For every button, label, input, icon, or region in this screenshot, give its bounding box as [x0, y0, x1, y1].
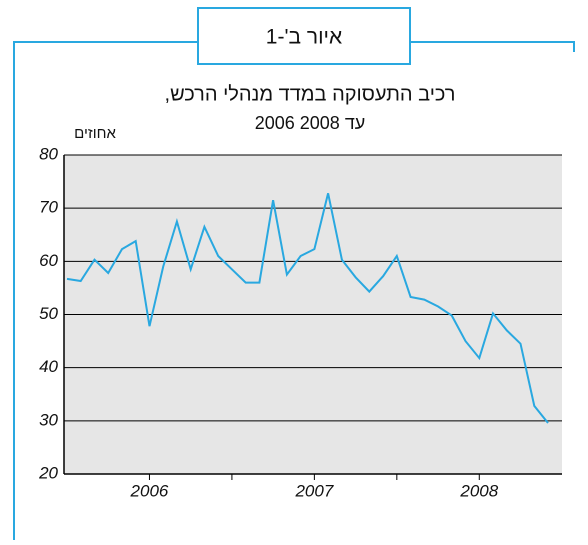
label-box	[197, 7, 411, 65]
y-tick-label: 30	[39, 410, 58, 429]
figure-label: איור ב'-1	[266, 26, 342, 49]
data-line	[66, 193, 549, 424]
frame	[13, 41, 575, 540]
y-tick-label: 40	[39, 357, 58, 376]
y-tick-label: 70	[39, 198, 58, 217]
x-tick-label: 2006	[130, 481, 169, 500]
y-tick-label: 20	[38, 463, 58, 482]
chart-title: רכיב התעסוקה במדד מנהלי הרכש,	[165, 83, 456, 105]
y-tick-label: 80	[39, 144, 58, 163]
x-tick-label: 2007	[294, 481, 333, 500]
y-axis-label: אחוזים	[74, 125, 116, 142]
y-tick-label: 60	[39, 251, 58, 270]
x-tick-label: 2008	[459, 481, 498, 500]
y-tick-label: 50	[39, 304, 58, 323]
chart-subtitle: 2006 עד 2008	[255, 113, 366, 133]
